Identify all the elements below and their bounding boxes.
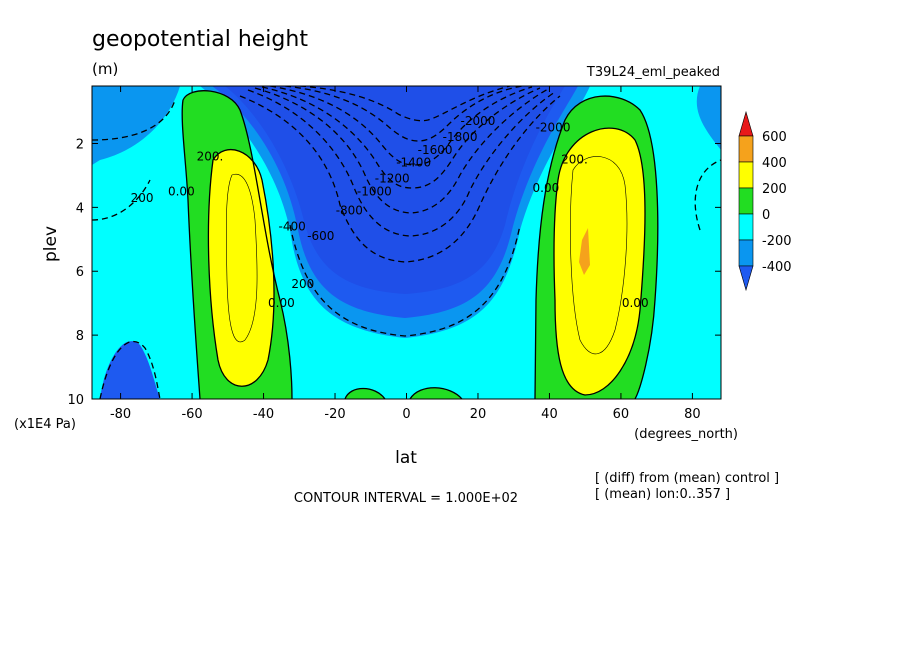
legend-level-label: 0 xyxy=(762,208,770,223)
contour-label: -1200 xyxy=(375,172,410,186)
legend-colorbar: 600 400 200 0 -200 -400 xyxy=(738,110,792,292)
contour-label: 200 xyxy=(131,191,154,205)
negative-contours xyxy=(92,86,721,399)
band-deep-center xyxy=(225,86,565,294)
positive-contours xyxy=(181,90,659,399)
x-tick-label: 40 xyxy=(541,407,558,422)
contour-labels: -2000 -1800-1600-1400 -1200-1000 -800-600-4… xyxy=(131,114,649,310)
y-tick-label: 2 xyxy=(76,137,84,152)
thin-contours xyxy=(225,156,628,355)
legend-level-label: 600 xyxy=(762,130,787,145)
legend-swatch xyxy=(738,135,754,163)
contour-field xyxy=(92,86,721,399)
x-axis-unit: (degrees_north) xyxy=(634,427,738,442)
legend-swatch xyxy=(738,187,754,215)
contour-label: 200. xyxy=(197,149,224,163)
band-lt-neg400-sw xyxy=(100,341,160,399)
y-tick-label: 8 xyxy=(76,329,84,344)
y-tick-label: 6 xyxy=(76,265,84,280)
chart-title: geopotential height xyxy=(92,27,308,52)
x-tick-label: -60 xyxy=(181,407,202,422)
contour-label: 200. xyxy=(561,152,588,166)
contour-label: -2000 xyxy=(536,121,571,135)
legend-level-label: 200 xyxy=(762,182,787,197)
x-tick-label: -20 xyxy=(324,407,345,422)
x-tick-label: 20 xyxy=(470,407,487,422)
contour-label: 200 xyxy=(291,277,314,291)
contour-label: 0.00 xyxy=(168,184,195,198)
note-mean: [ (mean) lon:0..357 ] xyxy=(595,487,730,502)
x-axis: -80 -60 -40 -20 0 20 40 60 80 xyxy=(110,86,701,422)
contour-label: -2000 xyxy=(461,114,496,128)
x-tick-label: -80 xyxy=(110,407,131,422)
legend-swatch xyxy=(738,213,754,241)
contour-label: -1000 xyxy=(357,184,392,198)
legend-swatch xyxy=(738,239,754,267)
contour-label: -600 xyxy=(307,229,334,243)
y-axis: 2 4 6 8 10 xyxy=(67,137,721,408)
experiment-label: T39L24_eml_peaked xyxy=(586,65,720,80)
legend-level-label: 400 xyxy=(762,156,787,171)
x-tick-label: 0 xyxy=(402,407,410,422)
x-tick-label: 80 xyxy=(684,407,701,422)
y-axis-label: plev xyxy=(41,226,61,262)
contour-label: -1400 xyxy=(396,156,431,170)
contour-label: -1600 xyxy=(418,143,453,157)
legend-level-label: -200 xyxy=(762,234,792,249)
contour-label: -400 xyxy=(279,220,306,234)
x-tick-label: 60 xyxy=(613,407,630,422)
chart-units: (m) xyxy=(92,60,118,78)
contour-label: 0.00 xyxy=(533,181,560,195)
band-neg400-neg200-nw xyxy=(92,86,180,165)
y-axis-unit: (x1E4 Pa) xyxy=(14,417,76,432)
note-diff: [ (diff) from (mean) control ] xyxy=(595,471,779,486)
legend-swatch xyxy=(738,161,754,189)
y-tick-label: 10 xyxy=(67,393,84,408)
contour-label: 0.00 xyxy=(268,296,295,310)
contour-label: -1800 xyxy=(443,130,478,144)
contour-interval: CONTOUR INTERVAL = 1.000E+02 xyxy=(294,491,518,506)
band-neg400-neg200-ne xyxy=(696,86,721,150)
contour-label: -800 xyxy=(336,204,363,218)
x-tick-label: -40 xyxy=(253,407,274,422)
legend-swatch-top xyxy=(738,110,754,137)
band-200-400-north xyxy=(554,128,645,395)
legend-level-label: -400 xyxy=(762,260,792,275)
x-axis-label: lat xyxy=(395,448,417,468)
legend-swatch-bottom xyxy=(738,265,754,292)
y-tick-label: 4 xyxy=(76,201,84,216)
band-200-400-south xyxy=(208,149,275,387)
band-400-600-north xyxy=(579,228,590,275)
contour-label: 0.00 xyxy=(622,296,649,310)
